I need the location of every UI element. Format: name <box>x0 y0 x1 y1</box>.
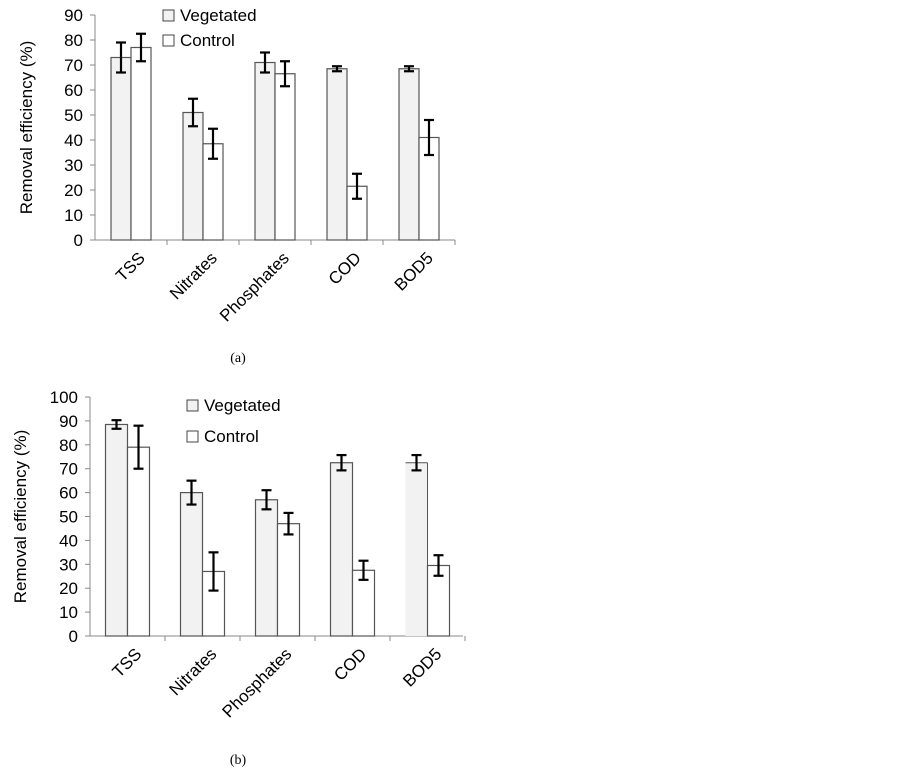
legend-swatch <box>186 399 199 412</box>
error-bar <box>261 489 272 511</box>
bar-control <box>130 46 152 241</box>
y-tick-label: 60 <box>64 81 83 100</box>
x-tick-label: Nitrates <box>166 248 221 303</box>
legend: Vegetated Control <box>186 396 281 446</box>
bar-vegetated <box>104 423 129 637</box>
legend-label: Vegetated <box>204 396 281 415</box>
y-tick-label: 20 <box>64 181 83 200</box>
bar-vegetated <box>254 61 276 241</box>
y-tick-label: 60 <box>59 484 78 503</box>
bar-vegetated <box>398 68 420 241</box>
y-tick-label: 50 <box>64 106 83 125</box>
error-bar <box>136 32 146 63</box>
bar-vegetated <box>179 492 204 637</box>
x-tick-label: BOD5 <box>391 248 437 294</box>
figure-caption: (b) <box>230 753 247 768</box>
y-tick-label: 0 <box>74 231 83 250</box>
bar-vegetated <box>329 462 354 637</box>
y-axis-title: Removal efficiency (%) <box>17 41 36 215</box>
bar-control <box>274 73 296 241</box>
y-tick-label: 40 <box>64 131 83 150</box>
bar-control <box>276 523 301 637</box>
bar-vegetated <box>405 462 428 636</box>
y-axis-title: Removal efficiency (%) <box>11 430 30 604</box>
error-bar <box>260 51 270 74</box>
legend-swatch <box>186 430 199 443</box>
error-bar <box>332 65 342 73</box>
error-bar <box>404 65 414 73</box>
bar-vegetated <box>110 56 132 241</box>
y-tick-label: 90 <box>59 412 78 431</box>
bar-vegetated <box>254 499 279 637</box>
y-tick-label: 90 <box>64 6 83 25</box>
x-tick-label: Nitrates <box>166 644 221 699</box>
bar-vegetated <box>182 111 204 241</box>
y-tick-label: 50 <box>59 508 78 527</box>
error-bar <box>186 479 197 506</box>
x-tick-label: Phosphates <box>218 644 295 721</box>
error-bar <box>111 419 122 430</box>
y-tick-label: 80 <box>59 436 78 455</box>
error-bar <box>433 554 444 577</box>
y-tick-label: 0 <box>69 627 78 646</box>
legend-swatch <box>162 34 175 47</box>
y-tick-label: 10 <box>59 603 78 622</box>
error-bar <box>116 41 126 74</box>
y-tick-label: 10 <box>64 206 83 225</box>
bar-vegetated <box>326 68 348 241</box>
error-bar <box>208 551 219 592</box>
x-tick-label: COD <box>325 248 365 288</box>
chart-b: 0 10 20 30 40 50 60 70 80 90 100 Removal efficiency… <box>11 388 466 768</box>
legend-swatch <box>162 9 175 22</box>
y-tick-label: 30 <box>59 555 78 574</box>
x-tick-label: Phosphates <box>216 248 293 325</box>
y-tick-label: 70 <box>59 460 78 479</box>
x-tick-label: TSS <box>112 248 149 285</box>
legend-label: Vegetated <box>180 6 257 25</box>
bar-control <box>126 446 151 637</box>
legend: Vegetated Control <box>162 6 257 50</box>
y-tick-label: 20 <box>59 579 78 598</box>
legend-label: Control <box>204 427 259 446</box>
figure-caption: (a) <box>230 351 246 366</box>
y-tick-label: 30 <box>64 156 83 175</box>
error-bar <box>336 453 347 472</box>
error-bar <box>283 511 294 536</box>
error-bar <box>352 172 362 200</box>
error-bar <box>208 127 218 160</box>
error-bar <box>133 424 144 470</box>
legend-label: Control <box>180 31 235 50</box>
x-tick-label: TSS <box>109 644 146 681</box>
error-bar <box>411 453 422 472</box>
error-bar <box>358 559 369 581</box>
y-tick-label: 100 <box>50 388 78 407</box>
error-bar <box>424 118 434 157</box>
x-tick-label: BOD5 <box>399 644 445 690</box>
y-tick-label: 40 <box>59 531 78 550</box>
chart-a: 0 10 20 30 40 50 60 70 80 90 Removal efficiency (%… <box>17 6 456 366</box>
y-tick-label: 80 <box>64 31 83 50</box>
error-bar <box>188 97 198 128</box>
y-tick-label: 70 <box>64 56 83 75</box>
x-tick-label: COD <box>330 644 370 684</box>
error-bar <box>280 60 290 88</box>
